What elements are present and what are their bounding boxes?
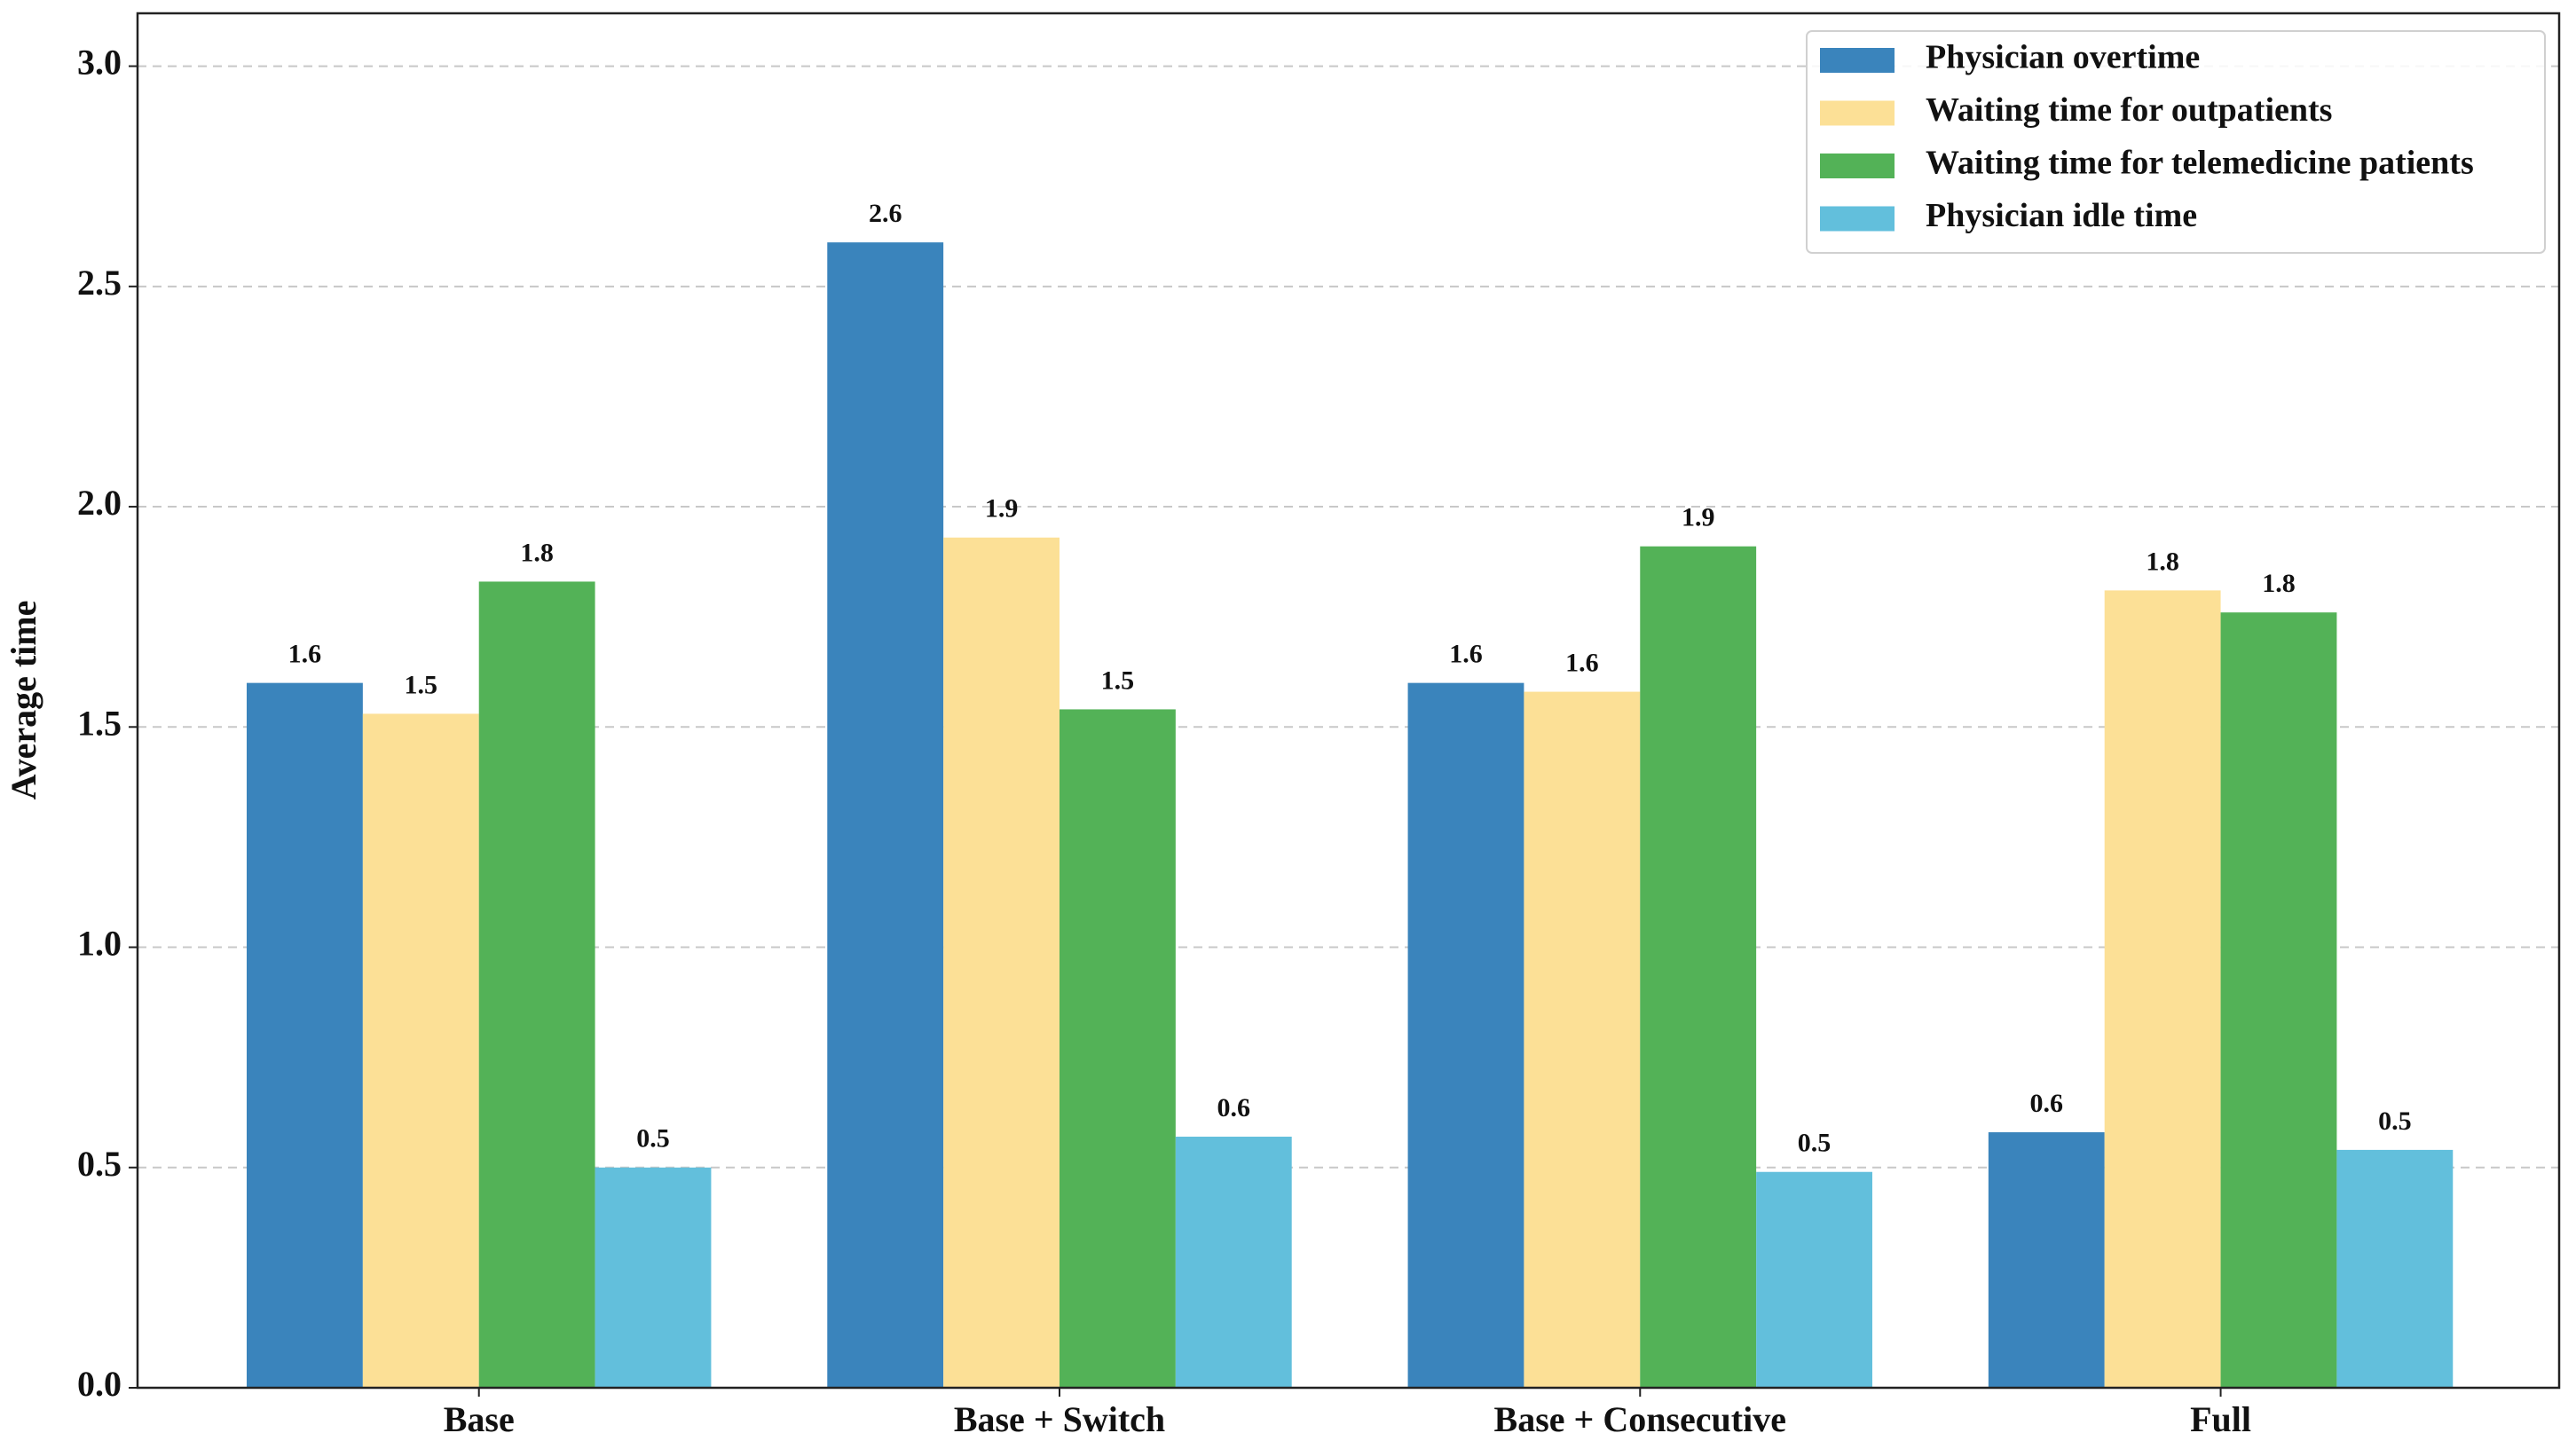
legend-label: Waiting time for outpatients: [1926, 91, 2332, 129]
legend-frame: [1806, 30, 2546, 254]
bar: [1640, 546, 1757, 1388]
bar: [1988, 1132, 2105, 1388]
y-tick-label: 3.0: [77, 43, 122, 83]
legend-swatch: [1820, 100, 1895, 126]
x-tick-label: Full: [2190, 1399, 2251, 1439]
x-tick-label: Base + Switch: [954, 1399, 1165, 1439]
y-tick-label: 2.0: [77, 483, 122, 523]
value-label: 1.6: [1449, 640, 1483, 669]
bar: [1407, 682, 1524, 1388]
legend-label: Physician idle time: [1926, 197, 2197, 234]
value-label: 1.8: [2146, 547, 2179, 576]
bar: [1524, 691, 1641, 1388]
bar: [1059, 709, 1176, 1388]
y-axis-label: Average time: [4, 601, 43, 800]
value-label: 0.6: [1217, 1093, 1251, 1122]
value-label: 0.6: [2030, 1089, 2064, 1118]
y-tick-label: 0.0: [77, 1364, 122, 1404]
legend-label: Physician overtime: [1926, 39, 2200, 76]
value-label: 1.5: [405, 670, 438, 699]
bar: [2336, 1149, 2454, 1388]
bar: [2220, 612, 2337, 1388]
value-label: 0.5: [1798, 1129, 1832, 1158]
value-label: 0.5: [2378, 1106, 2412, 1136]
legend-swatch: [1820, 206, 1895, 232]
bar: [478, 581, 595, 1388]
bar: [1175, 1137, 1292, 1388]
legend-swatch: [1820, 154, 1895, 178]
bar: [362, 713, 479, 1388]
plot-frame: [136, 12, 2561, 1390]
value-label: 2.6: [869, 199, 902, 228]
legend-label: Waiting time for telemedicine patients: [1926, 145, 2474, 182]
x-tick-label: Base: [444, 1399, 515, 1439]
x-tick-label: Base + Consecutive: [1494, 1399, 1786, 1439]
y-tick-label: 2.5: [77, 263, 122, 303]
value-label: 0.5: [636, 1124, 670, 1154]
bar: [943, 537, 1060, 1388]
bar: [247, 682, 363, 1388]
y-tick-label: 1.0: [77, 924, 122, 964]
bar: [1756, 1171, 1872, 1388]
value-label: 1.5: [1101, 665, 1135, 695]
legend-swatch: [1820, 48, 1895, 73]
value-label: 1.9: [985, 494, 1019, 524]
bar: [595, 1167, 712, 1388]
value-label: 1.8: [520, 538, 554, 567]
value-label: 1.6: [1565, 648, 1599, 677]
y-tick-label: 0.5: [77, 1144, 122, 1184]
bar: [2104, 590, 2221, 1388]
legend: Physician overtime Waiting time for outpa…: [1806, 30, 2546, 254]
y-tick-label: 1.5: [77, 703, 122, 743]
value-label: 1.6: [288, 640, 322, 669]
value-label: 1.8: [2262, 569, 2296, 598]
value-label: 1.9: [1682, 503, 1715, 532]
bar: [827, 242, 944, 1389]
